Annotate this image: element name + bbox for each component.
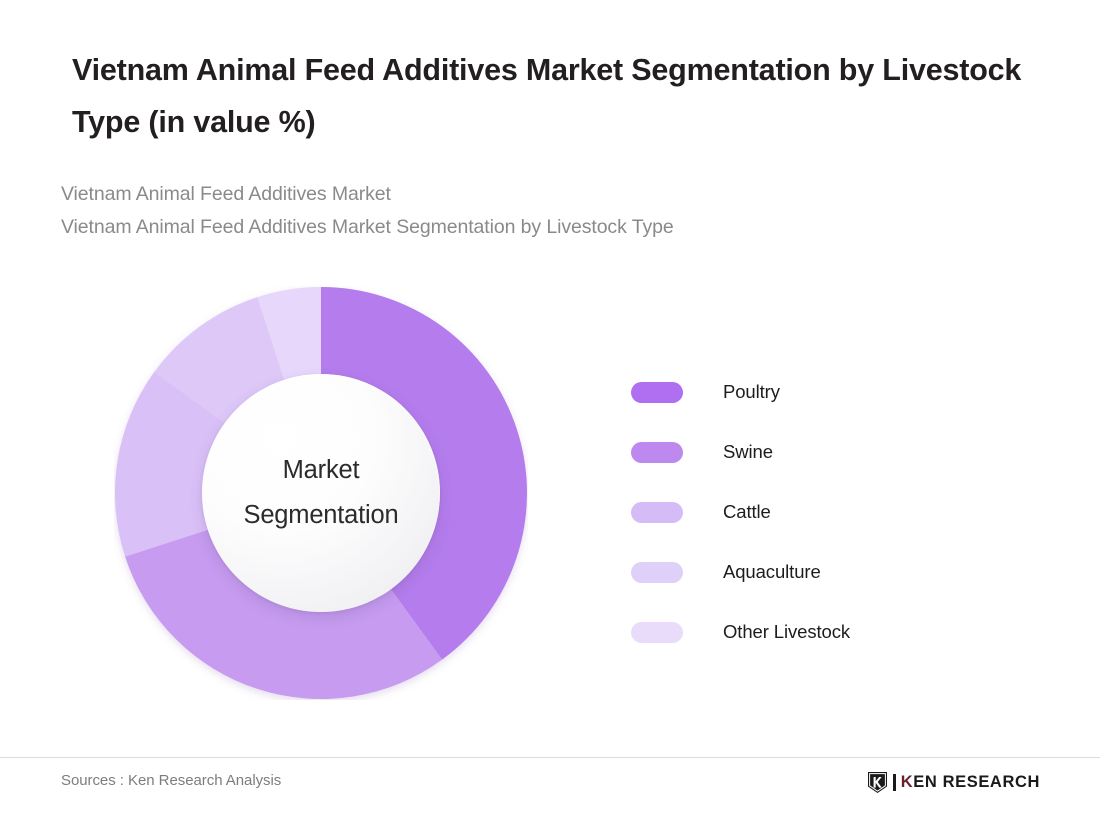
legend-item[interactable]: Swine bbox=[631, 422, 850, 482]
legend-label: Other Livestock bbox=[723, 621, 851, 642]
center-label: Market Segmentation bbox=[244, 448, 399, 539]
legend-item[interactable]: Aquaculture bbox=[631, 542, 850, 602]
legend-swatch bbox=[631, 501, 683, 523]
donut-chart: Market Segmentation bbox=[114, 286, 528, 700]
legend-label: Poultry bbox=[723, 381, 780, 402]
legend-item[interactable]: Poultry bbox=[631, 362, 850, 422]
legend-swatch bbox=[631, 441, 683, 463]
logo-text-rest: EN RESEARCH bbox=[913, 772, 1040, 791]
legend-swatch bbox=[631, 381, 683, 403]
ken-research-logo: KEN RESEARCH bbox=[867, 770, 1040, 794]
legend-label: Aquaculture bbox=[723, 561, 821, 582]
legend-label: Swine bbox=[723, 441, 773, 462]
subtitle-line-2: Vietnam Animal Feed Additives Market Seg… bbox=[61, 215, 674, 238]
ken-research-shield-icon bbox=[868, 771, 888, 793]
center-label-line-1: Market bbox=[282, 455, 360, 484]
subtitle-block: Vietnam Animal Feed Additives Market Vie… bbox=[61, 178, 991, 243]
donut-center-hole: Market Segmentation bbox=[202, 374, 440, 612]
logo-divider bbox=[893, 773, 896, 791]
logo-wordmark: KEN RESEARCH bbox=[901, 773, 1040, 792]
center-label-line-2: Segmentation bbox=[243, 501, 399, 529]
footer-divider bbox=[0, 757, 1100, 758]
page-title: Vietnam Animal Feed Additives Market Seg… bbox=[72, 53, 1022, 140]
logo-accent-letter: K bbox=[900, 772, 914, 791]
legend-item[interactable]: Cattle bbox=[631, 482, 850, 542]
subtitle-line-1: Vietnam Animal Feed Additives Market bbox=[61, 183, 391, 205]
sources-note: Sources : Ken Research Analysis bbox=[61, 772, 282, 789]
legend-item[interactable]: Other Livestock bbox=[631, 602, 850, 662]
chart-area: Market Segmentation Poultry Swine Cattle Aq… bbox=[0, 262, 1100, 740]
legend-swatch bbox=[631, 621, 683, 643]
legend-swatch bbox=[631, 561, 683, 583]
chart-legend: Poultry Swine Cattle Aquaculture Other Lives… bbox=[631, 362, 850, 662]
legend-label: Cattle bbox=[723, 501, 771, 522]
